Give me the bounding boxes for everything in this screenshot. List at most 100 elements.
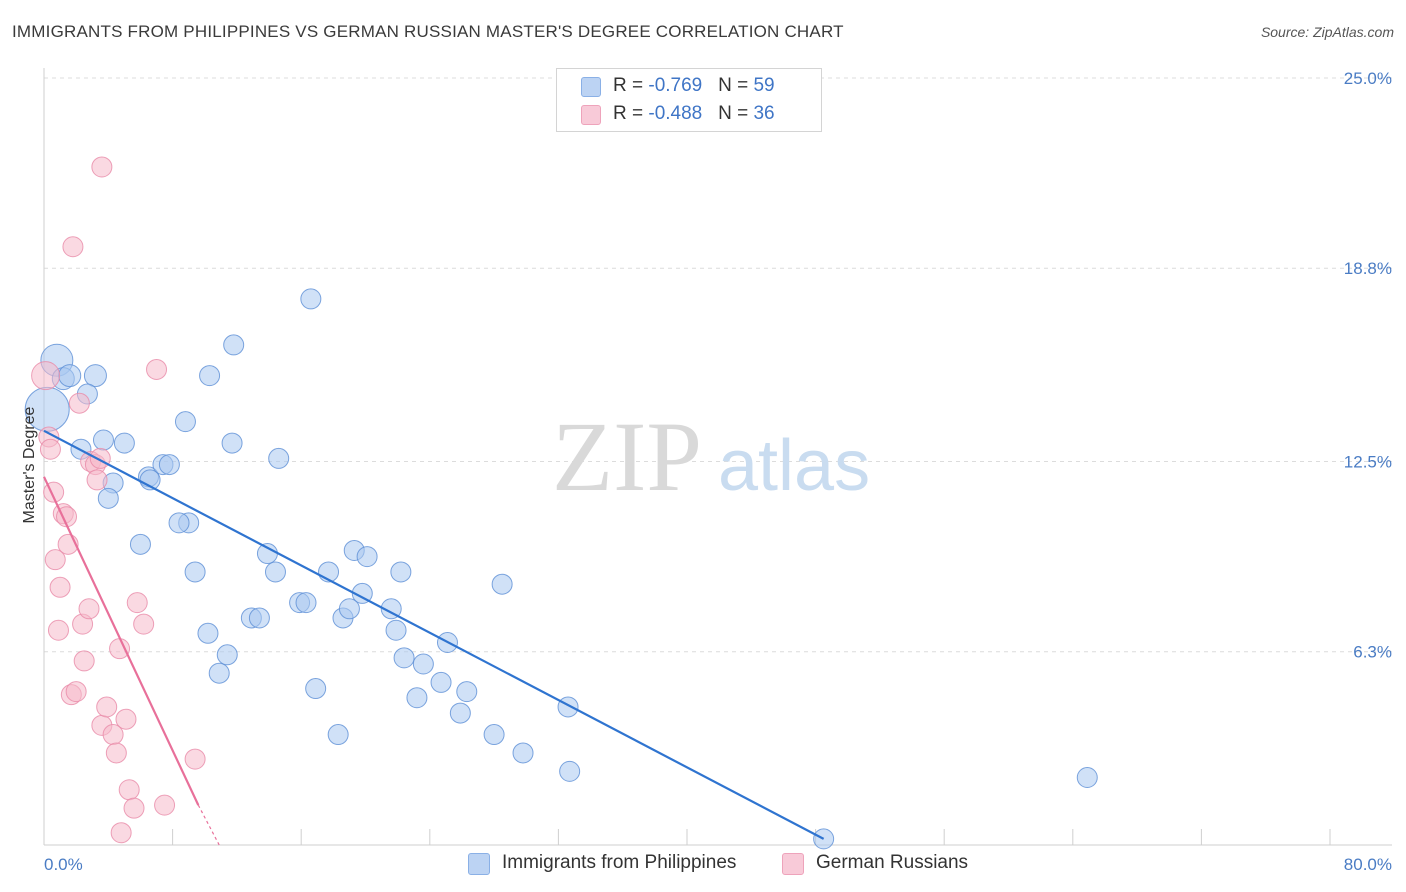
point-german-russians (115, 708, 137, 730)
legend-n-value: 36 (753, 103, 775, 124)
point-philippines (208, 662, 230, 684)
point-philippines (83, 364, 107, 388)
series-german-russians-points (31, 156, 206, 844)
point-philippines (512, 742, 534, 764)
point-philippines (223, 334, 245, 356)
point-philippines (216, 644, 238, 666)
point-philippines (430, 671, 452, 693)
bottom-legend-label: Immigrants from Philippines (502, 852, 737, 873)
legend-n-label: N = (718, 103, 754, 124)
point-german-russians (31, 361, 61, 391)
legend-row-philippines: R = -0.769 N = 59 (557, 73, 821, 101)
point-german-russians (123, 797, 145, 819)
point-philippines (390, 561, 412, 583)
point-philippines (300, 288, 322, 310)
point-philippines (385, 619, 407, 641)
legend-text: R = -0.488 N = 36 (613, 103, 775, 125)
point-german-russians (105, 742, 127, 764)
point-philippines (268, 447, 290, 469)
x-tick-label: 80.0% (1344, 855, 1392, 874)
point-philippines (449, 702, 471, 724)
y-tick-label: 25.0% (1344, 69, 1392, 88)
bottom-legend-swatch-blue (468, 853, 490, 875)
point-philippines (559, 760, 581, 782)
point-philippines (129, 533, 151, 555)
legend-text: R = -0.769 N = 59 (613, 75, 775, 97)
point-philippines (158, 454, 180, 476)
source-attribution: Source: ZipAtlas.com (1260, 24, 1394, 40)
trend-line-philippines (43, 429, 825, 840)
watermark-atlas: atlas (718, 426, 870, 506)
point-philippines (1076, 767, 1098, 789)
x-tick-label: 0.0% (44, 855, 83, 874)
point-philippines (393, 647, 415, 669)
point-philippines (248, 607, 270, 629)
trend-line-extension (197, 804, 220, 846)
point-german-russians (47, 619, 69, 641)
point-philippines (168, 512, 190, 534)
point-philippines (456, 681, 478, 703)
point-philippines (184, 561, 206, 583)
point-philippines (113, 432, 135, 454)
point-german-russians (39, 438, 61, 460)
point-philippines (264, 561, 286, 583)
y-axis-label: Master's Degree (21, 406, 38, 523)
point-philippines (199, 365, 221, 387)
point-german-russians (184, 748, 206, 770)
point-german-russians (78, 598, 100, 620)
legend-r-label: R = (613, 103, 649, 124)
point-philippines (338, 598, 360, 620)
legend-swatch-blue (581, 77, 601, 97)
point-german-russians (154, 794, 176, 816)
point-philippines (197, 622, 219, 644)
y-tick-label: 6.3% (1353, 643, 1392, 662)
bottom-legend-swatch-pink (782, 853, 804, 875)
point-philippines (58, 364, 82, 388)
point-philippines (557, 696, 579, 718)
point-philippines (174, 411, 196, 433)
watermark-zip: ZIP (552, 401, 702, 512)
point-german-russians (118, 779, 140, 801)
point-german-russians (68, 392, 90, 414)
point-german-russians (73, 650, 95, 672)
point-german-russians (49, 576, 71, 598)
point-german-russians (96, 696, 118, 718)
point-philippines (97, 487, 119, 509)
point-philippines (406, 687, 428, 709)
bottom-legend-label: German Russians (816, 852, 969, 873)
point-philippines (327, 724, 349, 746)
point-german-russians (109, 638, 131, 660)
trend-line-german-russians (43, 476, 200, 806)
y-tick-label: 18.8% (1344, 259, 1392, 278)
point-german-russians (44, 549, 66, 571)
legend-r-value: -0.488 (648, 103, 703, 124)
point-german-russians (65, 681, 87, 703)
trend-lines (43, 429, 825, 846)
point-german-russians (146, 358, 168, 380)
grid-lines (44, 77, 1392, 653)
legend-r-label: R = (613, 75, 649, 96)
legend-swatch-pink (581, 105, 601, 125)
legend-row-german-russians: R = -0.488 N = 36 (557, 101, 821, 129)
point-german-russians (86, 469, 108, 491)
tick-labels: 6.3% 12.5% 18.8% 25.0% 0.0% 80.0% (44, 69, 1392, 874)
point-german-russians (89, 447, 111, 469)
legend-n-value: 59 (753, 75, 775, 96)
point-philippines (483, 724, 505, 746)
point-german-russians (133, 613, 155, 635)
point-philippines (351, 582, 373, 604)
point-german-russians (62, 236, 84, 258)
series-philippines-points (24, 288, 1098, 850)
legend-n-label: N = (718, 75, 754, 96)
legend-r-value: -0.769 (648, 75, 703, 96)
point-philippines (295, 592, 317, 614)
point-german-russians (91, 156, 113, 178)
chart-title: IMMIGRANTS FROM PHILIPPINES VS GERMAN RU… (12, 22, 844, 41)
point-german-russians (110, 822, 132, 844)
point-german-russians (126, 592, 148, 614)
legend: R = -0.769 N = 59 R = -0.488 N = 36 (556, 68, 822, 132)
point-philippines (305, 678, 327, 700)
point-philippines (356, 546, 378, 568)
point-philippines (92, 429, 114, 451)
